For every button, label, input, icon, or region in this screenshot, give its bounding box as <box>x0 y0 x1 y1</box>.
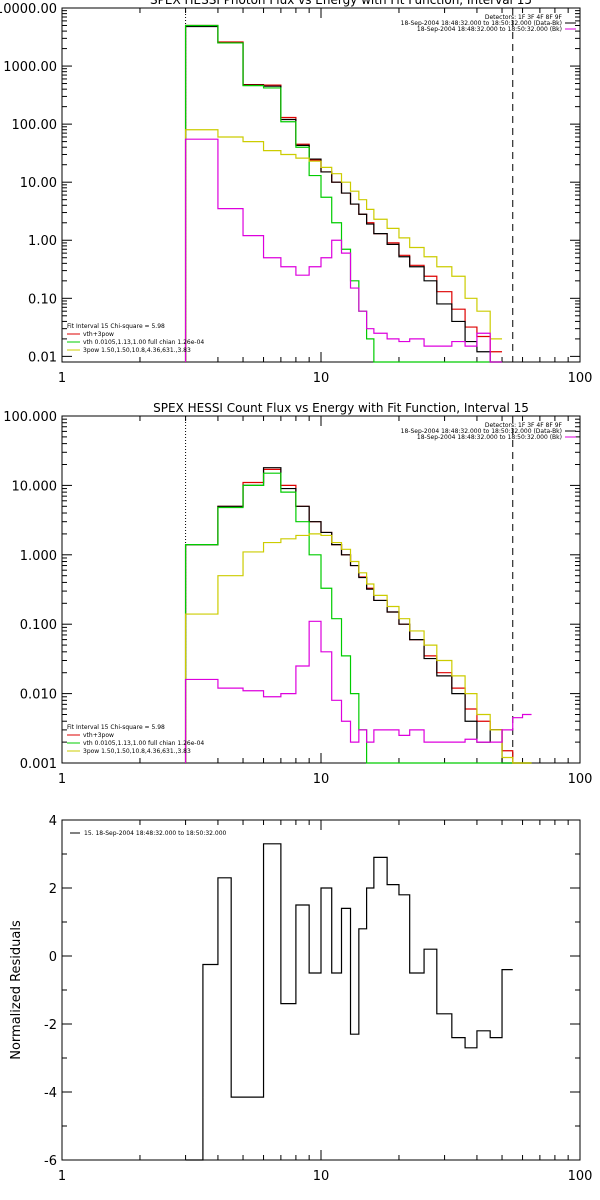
info-right-1: Detectors: 1F 3F 4F 8F 9F <box>485 14 563 21</box>
residuals-series <box>185 843 513 1161</box>
info-right-3: 18-Sep-2004 18:48:32.000 to 18:50:32.000… <box>417 434 562 441</box>
info-left-4: 3pow 1.50,1.50,10.8,4.36,631.,3.83 <box>83 347 191 354</box>
series-3pow <box>184 129 503 362</box>
y-tick-label: 1000.00 <box>3 60 57 75</box>
series-vth <box>184 24 503 363</box>
y-axis-label: Normalized Residuals <box>9 920 24 1060</box>
info-left-1: Fit Interval 15 Chi-square = 5.98 <box>67 724 165 731</box>
y-tick-label: 0.001 <box>20 757 57 772</box>
y-tick-label: 10.000 <box>12 479 58 494</box>
y-tick-label: -4 <box>44 1086 57 1101</box>
info-right-1: Detectors: 1F 3F 4F 8F 9F <box>485 422 563 429</box>
y-tick-label: -6 <box>44 1154 57 1169</box>
chart-title-2: SPEX HESSI Count Flux vs Energy with Fit… <box>153 401 529 415</box>
y-tick-label: 100.000 <box>3 410 57 425</box>
info-left-3: vth 0.0105,1.13,1.00 full chian 1.26e-04 <box>83 740 204 747</box>
info-left-2: vth+3pow <box>83 732 114 739</box>
info-left-4: 3pow 1.50,1.50,10.8,4.36,631.,3.83 <box>83 748 191 755</box>
y-tick-label: -2 <box>44 1018 57 1033</box>
x-tick-label: 10 <box>313 772 330 787</box>
y-tick-label: 10000.00 <box>0 2 57 17</box>
series-data <box>184 25 503 363</box>
plot-frame-2 <box>61 415 581 764</box>
chart-title-1: SPEX HESSI Photon Flux vs Energy with Fi… <box>150 0 532 7</box>
y-tick-label: 0.010 <box>20 688 57 703</box>
series-vth <box>184 472 532 764</box>
info-left-3: vth 0.0105,1.13,1.00 full chian 1.26e-04 <box>83 339 204 346</box>
series-vth-3pow <box>184 24 503 362</box>
info-right-2: 18-Sep-2004 18:48:32.000 to 18:50:32.000… <box>401 20 562 27</box>
series-bk <box>184 620 532 763</box>
info-left-2: vth+3pow <box>83 331 114 338</box>
x-tick-label: 1 <box>58 772 66 787</box>
x-tick-label: 1 <box>58 371 66 386</box>
x-tick-label: 10 <box>313 371 330 386</box>
x-tick-label: 10 <box>313 1169 330 1184</box>
y-tick-label: 1.00 <box>28 234 57 249</box>
series-3pow <box>184 533 532 764</box>
y-tick-label: 0 <box>49 950 57 965</box>
y-tick-label: 4 <box>49 814 57 829</box>
series-bk <box>184 138 503 363</box>
info-right-2: 18-Sep-2004 18:48:32.000 to 18:50:32.000… <box>401 428 562 435</box>
y-tick-label: 100.00 <box>12 118 58 133</box>
x-tick-label: 100 <box>568 1169 593 1184</box>
y-tick-label: 2 <box>49 882 57 897</box>
y-tick-label: 0.100 <box>20 618 57 633</box>
y-tick-label: 0.01 <box>28 350 57 365</box>
y-tick-label: 1.000 <box>20 549 57 564</box>
info-right-3: 18-Sep-2004 18:48:32.000 to 18:50:32.000… <box>417 26 562 33</box>
y-tick-label: 0.10 <box>28 292 57 307</box>
x-tick-label: 100 <box>568 371 593 386</box>
x-tick-label: 100 <box>568 772 593 787</box>
y-tick-label: 10.00 <box>20 176 57 191</box>
x-tick-label: 1 <box>58 1169 66 1184</box>
legend-label: 15. 18-Sep-2004 18:48:32.000 to 18:50:32… <box>84 830 227 837</box>
info-left-1: Fit Interval 15 Chi-square = 5.98 <box>67 323 165 330</box>
